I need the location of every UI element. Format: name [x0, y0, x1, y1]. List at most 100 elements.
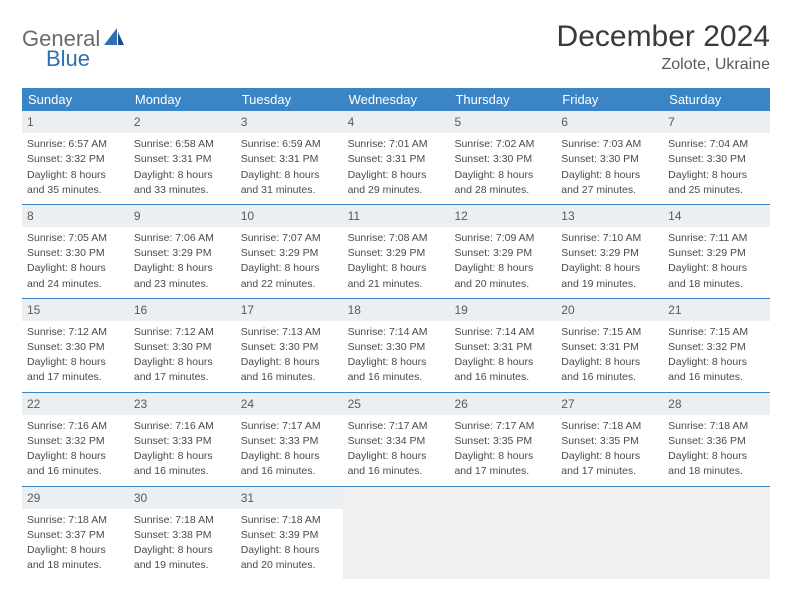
day-body: Sunrise: 7:15 AMSunset: 3:32 PMDaylight:…: [663, 321, 770, 392]
day-cell: 11Sunrise: 7:08 AMSunset: 3:29 PMDayligh…: [343, 205, 450, 298]
day-body: Sunrise: 6:59 AMSunset: 3:31 PMDaylight:…: [236, 133, 343, 204]
calendar-page: General December 2024 Zolote, Ukraine Bl…: [0, 0, 792, 589]
sunset-text: Sunset: 3:30 PM: [27, 246, 124, 260]
logo-text-blue: Blue: [46, 46, 90, 71]
day-number: 11: [343, 205, 450, 227]
daylight-text: Daylight: 8 hours: [454, 355, 551, 369]
day-cell: 4Sunrise: 7:01 AMSunset: 3:31 PMDaylight…: [343, 111, 450, 204]
day-header: Monday: [129, 88, 236, 111]
day-cell: 6Sunrise: 7:03 AMSunset: 3:30 PMDaylight…: [556, 111, 663, 204]
day-body: Sunrise: 7:13 AMSunset: 3:30 PMDaylight:…: [236, 321, 343, 392]
sunset-text: Sunset: 3:36 PM: [668, 434, 765, 448]
daylight-text: Daylight: 8 hours: [27, 261, 124, 275]
day-number: 21: [663, 299, 770, 321]
day-number: 20: [556, 299, 663, 321]
sunrise-text: Sunrise: 7:10 AM: [561, 231, 658, 245]
logo-row2: Blue: [46, 46, 90, 72]
sunset-text: Sunset: 3:33 PM: [134, 434, 231, 448]
sunrise-text: Sunrise: 7:14 AM: [348, 325, 445, 339]
daylight-text: and 31 minutes.: [241, 183, 338, 197]
day-number: 13: [556, 205, 663, 227]
day-cell: 14Sunrise: 7:11 AMSunset: 3:29 PMDayligh…: [663, 205, 770, 298]
daylight-text: and 16 minutes.: [27, 464, 124, 478]
daylight-text: Daylight: 8 hours: [348, 168, 445, 182]
day-body: Sunrise: 7:08 AMSunset: 3:29 PMDaylight:…: [343, 227, 450, 298]
daylight-text: and 29 minutes.: [348, 183, 445, 197]
daylight-text: and 18 minutes.: [668, 277, 765, 291]
sunrise-text: Sunrise: 7:18 AM: [561, 419, 658, 433]
daylight-text: and 18 minutes.: [27, 558, 124, 572]
day-number: 29: [22, 487, 129, 509]
day-body: Sunrise: 7:12 AMSunset: 3:30 PMDaylight:…: [22, 321, 129, 392]
week-row: 22Sunrise: 7:16 AMSunset: 3:32 PMDayligh…: [22, 393, 770, 487]
empty-cell: [556, 487, 663, 580]
daylight-text: Daylight: 8 hours: [561, 355, 658, 369]
daylight-text: Daylight: 8 hours: [27, 168, 124, 182]
daylight-text: and 25 minutes.: [668, 183, 765, 197]
sunset-text: Sunset: 3:32 PM: [27, 434, 124, 448]
week-row: 8Sunrise: 7:05 AMSunset: 3:30 PMDaylight…: [22, 205, 770, 299]
day-body: Sunrise: 7:18 AMSunset: 3:37 PMDaylight:…: [22, 509, 129, 580]
title-block: December 2024 Zolote, Ukraine: [557, 20, 770, 74]
sunrise-text: Sunrise: 7:01 AM: [348, 137, 445, 151]
sunset-text: Sunset: 3:31 PM: [561, 340, 658, 354]
sunset-text: Sunset: 3:32 PM: [27, 152, 124, 166]
sunrise-text: Sunrise: 7:17 AM: [454, 419, 551, 433]
day-header: Wednesday: [343, 88, 450, 111]
day-body: Sunrise: 7:17 AMSunset: 3:34 PMDaylight:…: [343, 415, 450, 486]
day-cell: 13Sunrise: 7:10 AMSunset: 3:29 PMDayligh…: [556, 205, 663, 298]
day-number: 31: [236, 487, 343, 509]
day-cell: 29Sunrise: 7:18 AMSunset: 3:37 PMDayligh…: [22, 487, 129, 580]
calendar-grid: Sunday Monday Tuesday Wednesday Thursday…: [22, 88, 770, 579]
day-number: 22: [22, 393, 129, 415]
day-body: Sunrise: 7:01 AMSunset: 3:31 PMDaylight:…: [343, 133, 450, 204]
sunrise-text: Sunrise: 7:15 AM: [561, 325, 658, 339]
day-cell: 7Sunrise: 7:04 AMSunset: 3:30 PMDaylight…: [663, 111, 770, 204]
sunrise-text: Sunrise: 7:04 AM: [668, 137, 765, 151]
daylight-text: Daylight: 8 hours: [348, 449, 445, 463]
sunrise-text: Sunrise: 7:02 AM: [454, 137, 551, 151]
sunset-text: Sunset: 3:29 PM: [668, 246, 765, 260]
daylight-text: Daylight: 8 hours: [27, 449, 124, 463]
day-cell: 10Sunrise: 7:07 AMSunset: 3:29 PMDayligh…: [236, 205, 343, 298]
sunrise-text: Sunrise: 7:07 AM: [241, 231, 338, 245]
sunrise-text: Sunrise: 7:15 AM: [668, 325, 765, 339]
daylight-text: and 20 minutes.: [454, 277, 551, 291]
sunrise-text: Sunrise: 6:58 AM: [134, 137, 231, 151]
sunset-text: Sunset: 3:29 PM: [348, 246, 445, 260]
daylight-text: Daylight: 8 hours: [561, 449, 658, 463]
day-cell: 9Sunrise: 7:06 AMSunset: 3:29 PMDaylight…: [129, 205, 236, 298]
sunrise-text: Sunrise: 7:18 AM: [668, 419, 765, 433]
daylight-text: and 17 minutes.: [27, 370, 124, 384]
day-body: Sunrise: 7:18 AMSunset: 3:36 PMDaylight:…: [663, 415, 770, 486]
daylight-text: and 28 minutes.: [454, 183, 551, 197]
sunset-text: Sunset: 3:30 PM: [561, 152, 658, 166]
sunset-text: Sunset: 3:35 PM: [561, 434, 658, 448]
week-row: 15Sunrise: 7:12 AMSunset: 3:30 PMDayligh…: [22, 299, 770, 393]
sunrise-text: Sunrise: 7:17 AM: [348, 419, 445, 433]
sunset-text: Sunset: 3:33 PM: [241, 434, 338, 448]
sunrise-text: Sunrise: 7:11 AM: [668, 231, 765, 245]
day-number: 10: [236, 205, 343, 227]
sunrise-text: Sunrise: 7:17 AM: [241, 419, 338, 433]
daylight-text: Daylight: 8 hours: [668, 449, 765, 463]
daylight-text: Daylight: 8 hours: [27, 355, 124, 369]
day-header: Saturday: [663, 88, 770, 111]
daylight-text: Daylight: 8 hours: [134, 261, 231, 275]
daylight-text: Daylight: 8 hours: [241, 355, 338, 369]
daylight-text: Daylight: 8 hours: [348, 261, 445, 275]
sunrise-text: Sunrise: 7:18 AM: [27, 513, 124, 527]
day-number: 5: [449, 111, 556, 133]
day-number: 18: [343, 299, 450, 321]
day-cell: 15Sunrise: 7:12 AMSunset: 3:30 PMDayligh…: [22, 299, 129, 392]
sunset-text: Sunset: 3:30 PM: [27, 340, 124, 354]
logo-sail-icon: [104, 28, 124, 51]
daylight-text: and 16 minutes.: [454, 370, 551, 384]
sunset-text: Sunset: 3:39 PM: [241, 528, 338, 542]
day-number: 19: [449, 299, 556, 321]
daylight-text: Daylight: 8 hours: [134, 449, 231, 463]
day-number: 12: [449, 205, 556, 227]
day-header: Friday: [556, 88, 663, 111]
daylight-text: and 17 minutes.: [561, 464, 658, 478]
day-cell: 16Sunrise: 7:12 AMSunset: 3:30 PMDayligh…: [129, 299, 236, 392]
